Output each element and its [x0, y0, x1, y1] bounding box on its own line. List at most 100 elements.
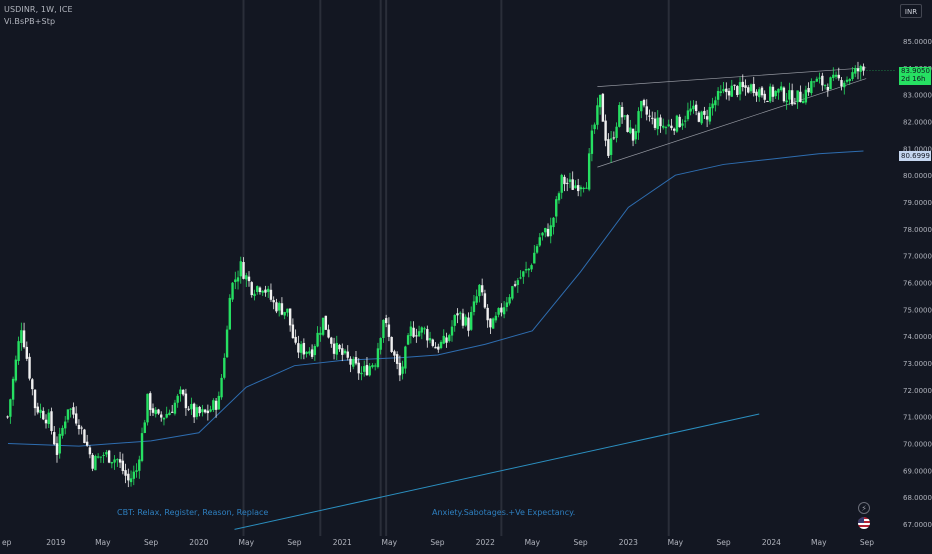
candle-body: [64, 421, 67, 429]
candle-body: [236, 277, 240, 282]
candle-body: [727, 90, 731, 96]
candle-body: [291, 324, 295, 339]
candle-body: [247, 276, 251, 282]
candle-body: [245, 275, 248, 280]
candle-body: [453, 315, 456, 326]
candle-body: [714, 100, 717, 106]
candle-body: [793, 103, 797, 105]
annotation-anxiety[interactable]: Anxiety.Sabotages.+Ve Expectancy.: [432, 508, 576, 517]
x-tick-label: 2021: [333, 538, 352, 547]
candle-body: [275, 302, 278, 312]
candle-body: [94, 455, 97, 471]
candle-body: [648, 115, 651, 117]
candle-body: [703, 110, 706, 115]
candle-body: [774, 90, 777, 97]
candle-body: [346, 351, 349, 358]
candle-body: [552, 217, 555, 228]
candle-body: [640, 100, 643, 112]
candle-body: [437, 346, 440, 350]
candle-body: [384, 318, 388, 324]
candle-body: [261, 290, 264, 293]
candle-body: [6, 416, 9, 418]
candle-body: [118, 459, 122, 463]
candle-body: [294, 336, 297, 343]
flash-icon[interactable]: ⚡: [858, 502, 870, 514]
candle-body: [670, 125, 673, 129]
candle-body: [88, 447, 92, 455]
candle-body: [799, 91, 802, 103]
x-tick-label: Sep: [430, 538, 444, 547]
candle-body: [371, 365, 374, 368]
candle-body: [744, 85, 747, 88]
candle-body: [360, 372, 363, 375]
candle-body: [234, 279, 237, 283]
candle-body: [760, 87, 764, 96]
candle-body: [530, 265, 533, 270]
candle-body: [228, 297, 232, 330]
y-tick-label: 70.0000: [903, 441, 932, 449]
candle-body: [700, 111, 703, 124]
candle-body: [168, 412, 171, 416]
candle-body: [533, 252, 536, 264]
y-tick-label: 78.0000: [903, 226, 932, 234]
candle-body: [9, 399, 12, 417]
x-tick-label: ep: [2, 538, 12, 547]
candle-body: [541, 232, 544, 236]
y-tick-label: 80.0000: [903, 172, 932, 180]
candle-body: [50, 411, 53, 431]
candle-body: [434, 346, 437, 349]
candle-body: [44, 419, 48, 424]
indicator-label[interactable]: Vi.BsPB+Stp: [4, 17, 56, 26]
candle-body: [675, 115, 679, 132]
annotation-cbt[interactable]: CBT: Relax, Register, Reason, Replace: [117, 508, 269, 517]
y-axis[interactable]: 67.0000 68.0000 69.0000 70.0000 71.0000 72.00…: [903, 38, 932, 529]
candle-body: [250, 282, 253, 296]
x-axis[interactable]: ep 2019 May Sep 2020 May Sep 2021 May Sep 2022 May S…: [2, 538, 874, 547]
candle-body: [286, 308, 289, 313]
candle-body: [812, 81, 816, 83]
candle-body: [11, 378, 15, 400]
candle-body: [22, 330, 26, 348]
currency-button[interactable]: INR: [900, 4, 922, 18]
candle-body: [91, 454, 94, 469]
candle-body: [810, 81, 813, 94]
candle-body: [85, 441, 89, 446]
candle-body: [848, 79, 851, 82]
symbol-title[interactable]: USDINR, 1W, ICE: [4, 5, 73, 14]
candle-body: [607, 139, 610, 156]
last-price-value: 83.9050: [901, 67, 930, 75]
triangle-lower: [597, 78, 867, 168]
vertical-band: [319, 0, 322, 536]
candle-body: [705, 116, 709, 120]
candle-body: [483, 293, 487, 308]
y-tick-label: 76.0000: [903, 280, 932, 288]
candle-body: [129, 478, 133, 483]
candle-body: [242, 262, 245, 279]
candle-body: [555, 199, 558, 217]
candle-body: [335, 342, 338, 355]
candle-body: [766, 101, 769, 103]
candle-body: [198, 406, 201, 414]
candles: [6, 61, 865, 488]
candle-body: [187, 408, 190, 410]
candle-body: [681, 123, 684, 126]
candle-body: [505, 302, 509, 308]
candle-body: [763, 93, 766, 100]
candle-body: [368, 366, 371, 376]
candle-body: [758, 89, 761, 98]
candle-body: [823, 85, 827, 87]
us-flag-icon[interactable]: [858, 517, 870, 529]
candle-body: [404, 346, 407, 369]
candle-body: [856, 68, 860, 72]
y-tick-label: 83.0000: [903, 92, 932, 100]
candle-body: [837, 74, 840, 79]
candle-body: [653, 118, 657, 128]
candle-body: [725, 88, 728, 93]
candle-body: [316, 332, 319, 347]
candle-body: [206, 410, 210, 414]
candle-body: [146, 393, 149, 423]
candle-body: [327, 329, 330, 338]
candle-body: [672, 128, 676, 131]
